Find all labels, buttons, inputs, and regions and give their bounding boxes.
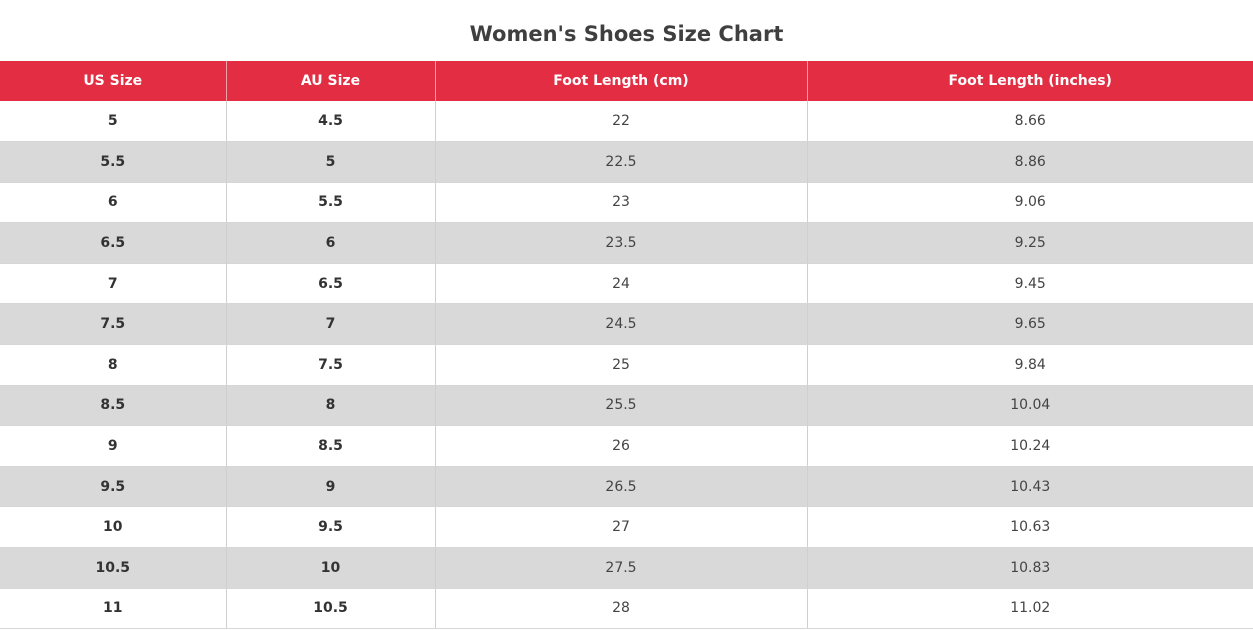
table-cell: 25 — [434, 344, 807, 386]
header-cell: US Size — [0, 61, 226, 101]
table-cell: 6 — [0, 182, 226, 224]
table-cell: 6.5 — [0, 222, 226, 264]
table-cell: 5.5 — [225, 182, 435, 224]
table-cell: 10.63 — [806, 506, 1253, 549]
header-cell: Foot Length (inches) — [806, 61, 1253, 101]
table-cell: 26 — [434, 425, 807, 467]
table-cell: 11.02 — [806, 588, 1253, 630]
table-cell: 8.5 — [225, 425, 435, 467]
size-table: US Size AU Size Foot Length (cm) Foot Lengt… — [0, 61, 1253, 630]
table-cell: 8.66 — [806, 101, 1253, 143]
table-cell: 10.24 — [806, 425, 1253, 467]
table-row: 10.5 10 27.5 10.83 — [0, 547, 1253, 589]
table-row: 5.5 5 22.5 8.86 — [0, 141, 1253, 183]
table-cell: 9.25 — [806, 222, 1253, 264]
table-cell: 27 — [434, 506, 807, 549]
table-cell: 11 — [0, 588, 226, 630]
table-body: 5 4.5 22 8.66 5.5 5 22.5 8.86 6 5.5 23 9.06 6.5 6 23.5… — [0, 101, 1253, 630]
table-cell: 9 — [0, 425, 226, 467]
header-row: US Size AU Size Foot Length (cm) Foot Lengt… — [0, 61, 1253, 101]
table-row: 7.5 7 24.5 9.65 — [0, 303, 1253, 346]
table-cell: 10.5 — [225, 588, 435, 630]
table-cell: 9 — [225, 466, 435, 508]
table-cell: 8.86 — [806, 141, 1253, 183]
header-cell: Foot Length (cm) — [434, 61, 807, 101]
table-cell: 24.5 — [434, 303, 807, 346]
table-cell: 7.5 — [0, 303, 226, 346]
table-cell: 8 — [225, 385, 435, 427]
table-cell: 7 — [225, 303, 435, 346]
table-cell: 6.5 — [225, 263, 435, 305]
table-cell: 9.45 — [806, 263, 1253, 305]
table-cell: 8 — [0, 344, 226, 386]
table-cell: 9.5 — [0, 466, 226, 508]
table-row: 7 6.5 24 9.45 — [0, 263, 1253, 305]
table-cell: 9.06 — [806, 182, 1253, 224]
page-title: Women's Shoes Size Chart — [469, 22, 784, 46]
table-cell: 10.04 — [806, 385, 1253, 427]
table-cell: 8.5 — [0, 385, 226, 427]
table-cell: 10 — [0, 506, 226, 549]
table-cell: 6 — [225, 222, 435, 264]
table-cell: 10.43 — [806, 466, 1253, 508]
table-cell: 9.65 — [806, 303, 1253, 346]
table-cell: 9.5 — [225, 506, 435, 549]
table-cell: 23.5 — [434, 222, 807, 264]
table-row: 9 8.5 26 10.24 — [0, 425, 1253, 467]
table-cell: 27.5 — [434, 547, 807, 589]
table-header: US Size AU Size Foot Length (cm) Foot Lengt… — [0, 61, 1253, 101]
table-row: 6.5 6 23.5 9.25 — [0, 222, 1253, 264]
table-row: 8.5 8 25.5 10.04 — [0, 385, 1253, 427]
table-cell: 10 — [225, 547, 435, 589]
table-cell: 5 — [225, 141, 435, 183]
table-row: 9.5 9 26.5 10.43 — [0, 466, 1253, 508]
table-cell: 10.5 — [0, 547, 226, 589]
table-cell: 5.5 — [0, 141, 226, 183]
table-row: 6 5.5 23 9.06 — [0, 182, 1253, 224]
table-cell: 5 — [0, 101, 226, 143]
table-cell: 28 — [434, 588, 807, 630]
table-cell: 26.5 — [434, 466, 807, 508]
table-cell: 7.5 — [225, 344, 435, 386]
table-cell: 22.5 — [434, 141, 807, 183]
table-row: 11 10.5 28 11.02 — [0, 588, 1253, 630]
table-cell: 9.84 — [806, 344, 1253, 386]
table-cell: 7 — [0, 263, 226, 305]
table-cell: 25.5 — [434, 385, 807, 427]
table-cell: 22 — [434, 101, 807, 143]
table-cell: 24 — [434, 263, 807, 305]
table-cell: 10.83 — [806, 547, 1253, 589]
header-cell: AU Size — [225, 61, 435, 101]
table-row: 5 4.5 22 8.66 — [0, 101, 1253, 143]
table-cell: 23 — [434, 182, 807, 224]
table-cell: 4.5 — [225, 101, 435, 143]
table-row: 8 7.5 25 9.84 — [0, 344, 1253, 386]
table-row: 10 9.5 27 10.63 — [0, 506, 1253, 549]
